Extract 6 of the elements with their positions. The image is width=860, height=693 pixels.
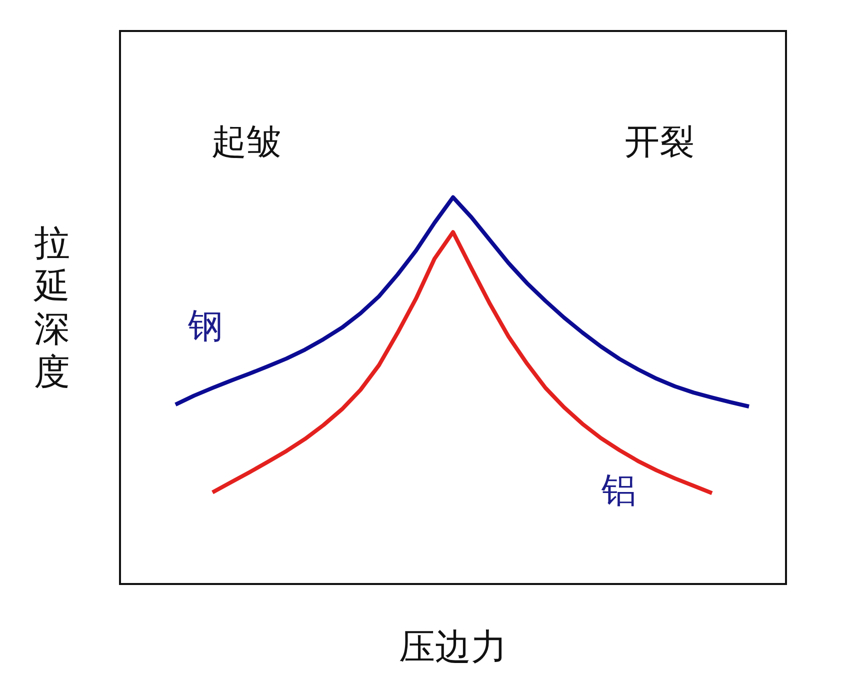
y-axis-title: 拉延深度	[33, 222, 71, 394]
x-axis-title: 压边力	[399, 627, 507, 668]
text: 起皱	[212, 122, 282, 162]
series-label: 钢	[187, 306, 223, 347]
text: 开裂	[624, 122, 694, 162]
series-label: 铝	[600, 471, 636, 512]
